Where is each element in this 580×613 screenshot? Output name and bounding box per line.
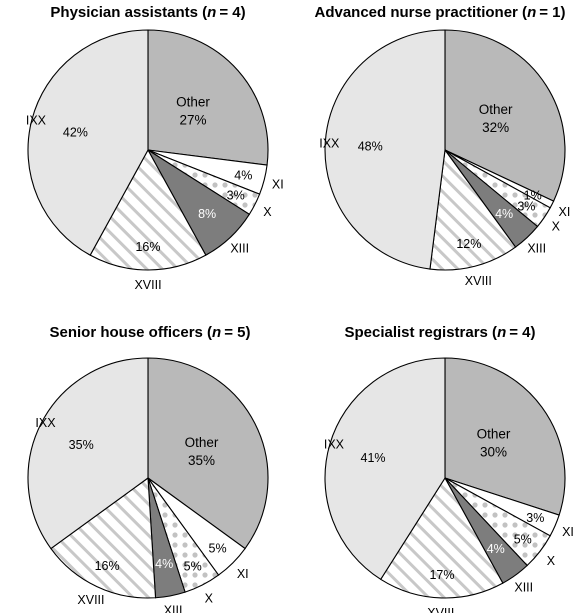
slice-percent-label: 41% — [361, 451, 386, 465]
slice-percent-label: 16% — [95, 559, 120, 573]
slice-name-label: X — [205, 591, 214, 605]
slice-name-label: XVIII — [134, 278, 161, 292]
slice-name-label: Other — [185, 435, 219, 450]
pie-physician-assistants: Physician assistants (n = 4) Other 27% 4% XI 3… — [26, 4, 284, 292]
slice-name-label: XI — [237, 567, 249, 581]
slice-name-label: XI — [272, 177, 284, 191]
slice-name-label: XIII — [527, 242, 546, 256]
slice-percent-label: 5% — [514, 532, 532, 546]
chart-title-n: n — [207, 4, 216, 21]
chart-title-prefix: Senior house officers ( — [50, 324, 213, 341]
pie-slice-ixx — [27, 29, 149, 256]
chart-title-n-value: = 1) — [539, 4, 565, 21]
slice-name-label: X — [552, 219, 561, 233]
slice-percent-label: 5% — [184, 560, 202, 574]
slice-name-label: IXX — [26, 113, 47, 127]
slice-name-label: X — [263, 205, 272, 219]
slice-name-label: XIII — [514, 580, 533, 594]
pie-advanced-nurse-practitioner: Advanced nurse practitioner (n = 1) Other 3… — [315, 4, 571, 288]
chart-title-n: n — [527, 4, 536, 21]
slice-percent-label: 35% — [188, 453, 215, 468]
pie-specialist-registrars: Specialist registrars (n = 4)Other30%3%XI… — [324, 324, 574, 613]
pie-slice-other — [444, 357, 566, 516]
chart-title-n-value: = 4) — [219, 4, 245, 21]
slice-name-label: XVIII — [465, 274, 492, 288]
slice-percent-label: 17% — [429, 568, 454, 582]
chart-title-n-value: = 4) — [509, 324, 535, 341]
slice-percent-label: 12% — [456, 237, 481, 251]
pie-slice-ixx — [27, 357, 149, 550]
pie-slice-other — [147, 29, 269, 166]
slice-percent-label: 42% — [63, 125, 88, 139]
slice-name-label: Other — [477, 427, 511, 442]
slice-percent-label: 3% — [526, 511, 544, 525]
chart-title-prefix: Physician assistants ( — [50, 4, 207, 21]
pie-slice-other — [147, 357, 269, 550]
chart-title-n-value: = 5) — [224, 324, 250, 341]
slice-name-label: XIII — [230, 242, 249, 256]
slice-percent-label: 4% — [487, 542, 505, 556]
slice-percent-label: 1% — [524, 189, 542, 203]
slice-name-label: IXX — [324, 438, 345, 452]
slice-percent-label: 5% — [209, 542, 227, 556]
chart-title: Advanced nurse practitioner (n = 1) — [315, 4, 566, 21]
slice-name-label: IXX — [35, 416, 56, 430]
slice-percent-label: 32% — [482, 120, 509, 135]
pie-slice-xviii — [379, 476, 504, 599]
slice-percent-label: 4% — [155, 557, 173, 571]
pie-slice-other — [444, 29, 566, 202]
pie-slice-xviii — [429, 148, 517, 271]
slice-name-label: Other — [176, 94, 210, 109]
chart-title: Physician assistants (n = 4) — [50, 4, 245, 21]
slice-percent-label: 4% — [495, 207, 513, 221]
slice-percent-label: 16% — [135, 240, 160, 254]
chart-title: Senior house officers (n = 5) — [50, 324, 251, 341]
chart-title-n: n — [212, 324, 221, 341]
chart-title-n: n — [497, 324, 506, 341]
slice-name-label: XIII — [164, 604, 183, 613]
pie-slice-xviii — [50, 476, 157, 599]
chart-title: Specialist registrars (n = 4) — [344, 324, 535, 341]
pie-slice-xviii — [89, 148, 207, 271]
slice-percent-label: 48% — [358, 139, 383, 153]
slice-percent-label: 4% — [234, 168, 252, 182]
slice-name-label: X — [547, 554, 556, 568]
slice-name-label: XI — [558, 205, 570, 219]
slice-name-label: XI — [562, 525, 574, 539]
slice-name-label: XVIII — [77, 593, 104, 607]
slice-name-label: Other — [479, 102, 513, 117]
pie-senior-house-officers: Senior house officers (n = 5)Other35%5%XI… — [27, 324, 269, 613]
slice-percent-label: 30% — [480, 445, 507, 460]
slice-percent-label: 3% — [227, 189, 245, 203]
chart-title-prefix: Advanced nurse practitioner ( — [315, 4, 528, 21]
slice-name-label: XVIII — [427, 606, 454, 613]
slice-percent-label: 27% — [179, 112, 206, 127]
chart-title-prefix: Specialist registrars ( — [344, 324, 497, 341]
slice-name-label: IXX — [319, 136, 340, 150]
slice-percent-label: 35% — [69, 438, 94, 452]
pie-slice-ixx — [324, 29, 446, 270]
slice-percent-label: 3% — [517, 199, 535, 213]
pie-slice-ixx — [324, 357, 446, 581]
slice-percent-label: 8% — [198, 207, 216, 221]
